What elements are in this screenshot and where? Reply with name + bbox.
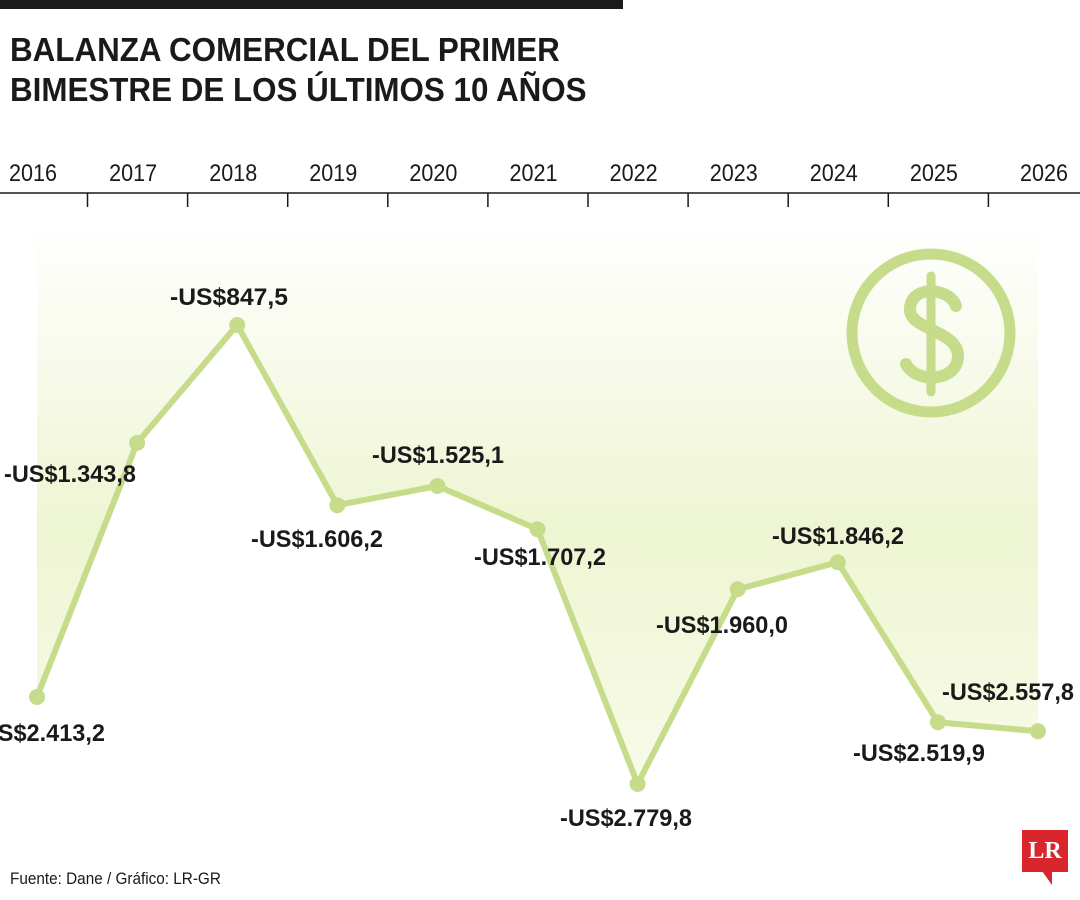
- x-tick-label-2018: 2018: [209, 160, 257, 187]
- data-labels: -US$2.413,2 -US$1.343,8 -US$847,5 -US$1.606…: [0, 284, 1074, 832]
- data-point-2024: [829, 554, 846, 571]
- data-label-2026: -US$2.557,8: [942, 679, 1074, 706]
- data-label-2017: -US$1.343,8: [4, 461, 136, 488]
- data-label-2025: -US$2.519,9: [853, 740, 985, 767]
- data-label-2022: -US$2.779,8: [560, 805, 692, 832]
- data-point-2020: [429, 477, 446, 494]
- data-point-2016: [29, 688, 45, 705]
- top-rule: [0, 0, 623, 9]
- area-fill: [37, 222, 1038, 784]
- data-point-2019: [329, 497, 346, 514]
- data-point-2017: [129, 434, 146, 451]
- lr-logo: LR: [1022, 830, 1068, 872]
- lr-logo-tail: [1042, 871, 1052, 885]
- x-tick-label-2022: 2022: [610, 160, 658, 187]
- data-points: [29, 317, 1046, 792]
- data-point-2018: [229, 317, 246, 333]
- data-point-2025: [929, 714, 946, 731]
- x-tick-label-2019: 2019: [309, 160, 357, 187]
- data-label-2020: -US$1.525,1: [372, 442, 504, 469]
- x-tick-label-2026: 2026: [1020, 160, 1068, 187]
- data-point-2023: [729, 581, 746, 598]
- title-line-2: BIMESTRE DE LOS ÚLTIMOS 10 AÑOS: [10, 71, 587, 108]
- data-label-2024: -US$1.846,2: [772, 523, 904, 550]
- data-point-2026: [1030, 723, 1046, 740]
- data-label-2023: -US$1.960,0: [656, 612, 788, 639]
- x-tick-label-2017: 2017: [109, 160, 157, 187]
- x-tick-label-2025: 2025: [910, 160, 958, 187]
- x-tick-label-2020: 2020: [409, 160, 457, 187]
- data-label-2018: -US$847,5: [170, 284, 288, 311]
- x-tick-label-2021: 2021: [510, 160, 558, 187]
- x-tick-label-2016: 2016: [9, 160, 57, 187]
- data-point-2022: [629, 776, 646, 792]
- data-label-2016: -US$2.413,2: [0, 720, 105, 747]
- source-note: Fuente: Dane / Gráfico: LR-GR: [10, 869, 221, 888]
- page-title: BALANZA COMERCIAL DEL PRIMER BIMESTRE DE…: [10, 30, 732, 110]
- x-tick-label-2023: 2023: [710, 160, 758, 187]
- x-axis-ticks: [86, 193, 990, 207]
- data-point-2021: [529, 521, 546, 538]
- data-label-2019: -US$1.606,2: [251, 526, 383, 553]
- title-line-1: BALANZA COMERCIAL DEL PRIMER: [10, 31, 560, 68]
- x-axis-tick-labels: 2016 2017 2018 2019 2020 2021 2022 2023 2024 2025…: [9, 160, 1068, 187]
- x-tick-label-2024: 2024: [810, 160, 858, 187]
- dollar-circle-icon: [846, 248, 1016, 418]
- data-label-2021: -US$1.707,2: [474, 544, 606, 571]
